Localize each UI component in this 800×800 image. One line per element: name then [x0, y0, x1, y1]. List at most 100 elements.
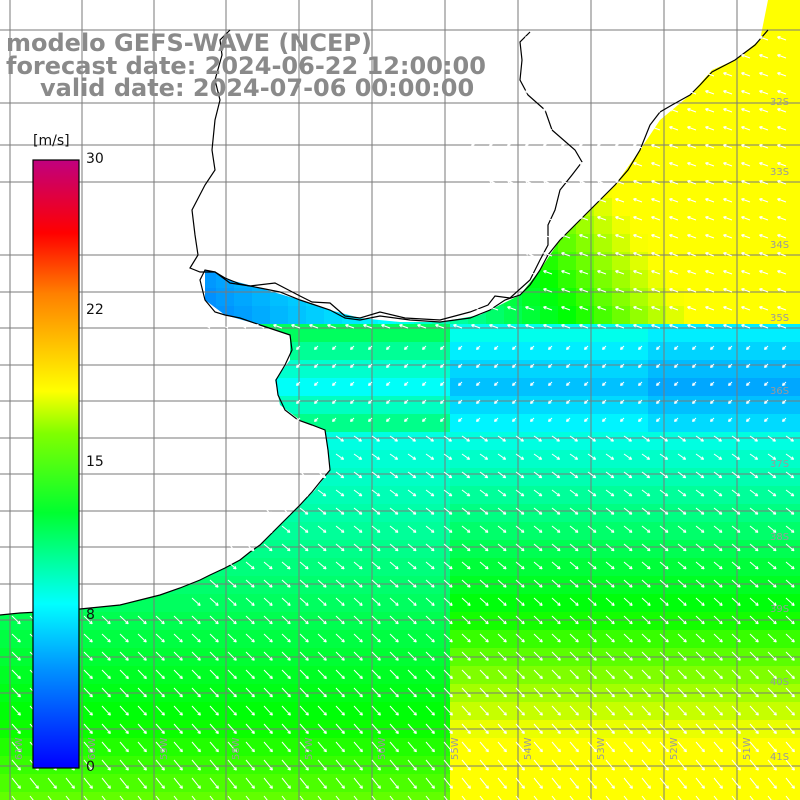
wind-arrow-head	[556, 549, 561, 552]
sea-cell	[684, 558, 703, 577]
wind-arrow	[659, 525, 669, 533]
wind-arrow-head	[286, 549, 291, 552]
wind-arrow	[561, 72, 571, 77]
wind-arrow	[777, 72, 787, 77]
sea-cell	[666, 306, 685, 325]
sea-cell	[720, 774, 739, 793]
wind-arrow	[651, 126, 661, 131]
wind-arrow-head	[574, 476, 578, 479]
sea-cell	[162, 666, 181, 685]
sea-cell	[792, 90, 800, 109]
sea-cell	[306, 342, 325, 361]
wind-arrow	[767, 507, 777, 515]
wind-arrow	[561, 126, 571, 131]
wind-arrow-head	[791, 604, 795, 606]
sea-cell	[738, 702, 757, 721]
sea-cell	[756, 306, 775, 325]
sea-cell	[792, 36, 800, 55]
sea-cell	[630, 738, 649, 757]
wind-arrow	[651, 198, 661, 203]
wind-arrow	[651, 252, 661, 257]
wind-arrow	[705, 108, 715, 113]
sea-cell	[756, 72, 775, 91]
wind-arrow	[723, 162, 733, 167]
sea-cell	[648, 540, 667, 559]
sea-cell	[396, 324, 415, 343]
sea-cell	[576, 468, 595, 487]
wind-arrow	[669, 180, 679, 185]
wind-arrow-head	[376, 476, 380, 479]
wind-arrow	[695, 507, 705, 515]
coastline	[0, 29, 769, 616]
sea-cell	[756, 216, 775, 235]
sea-cell	[702, 414, 721, 433]
wind-arrow	[705, 126, 715, 131]
sea-cell	[684, 702, 703, 721]
sea-cell	[576, 594, 595, 613]
wind-arrow-head	[710, 364, 712, 368]
wind-arrow	[525, 126, 535, 131]
sea-cell	[342, 468, 361, 487]
sea-cell	[702, 486, 721, 505]
sea-cell	[432, 324, 451, 343]
sea-cell	[468, 576, 487, 595]
wind-arrow	[579, 216, 589, 221]
sea-cell	[504, 612, 523, 631]
sea-cell	[468, 792, 487, 800]
wind-arrow-head	[629, 604, 633, 606]
wind-arrow-head	[494, 400, 496, 404]
wind-arrow-head	[521, 567, 525, 570]
wind-arrow	[759, 180, 769, 185]
wind-arrow	[759, 234, 769, 239]
sea-cell	[666, 216, 685, 235]
wind-arrow	[615, 180, 625, 185]
sea-cell	[396, 450, 415, 469]
sea-cell	[576, 522, 595, 541]
wind-arrow	[479, 507, 489, 515]
sea-cell	[558, 360, 577, 379]
wind-arrow	[687, 90, 697, 95]
sea-cell	[630, 288, 649, 307]
sea-cell	[378, 738, 397, 757]
sea-cell	[738, 540, 757, 559]
sea-cell	[792, 108, 800, 127]
wind-arrow-head	[592, 476, 596, 479]
wind-arrow	[533, 435, 542, 442]
wind-arrow-head	[476, 418, 478, 422]
wind-arrow	[579, 144, 589, 149]
sea-cell	[756, 486, 775, 505]
wind-arrow	[335, 507, 345, 515]
sea-cell	[666, 126, 685, 145]
sea-cell	[468, 558, 487, 577]
wind-arrow-head	[476, 400, 478, 404]
wind-arrow-head	[430, 531, 434, 533]
sea-cell	[792, 18, 800, 37]
sea-cell	[612, 414, 631, 433]
sea-cell	[702, 774, 721, 793]
sea-cell	[558, 324, 577, 343]
wind-arrow	[741, 72, 751, 77]
sea-cell	[594, 774, 613, 793]
sea-cell	[288, 738, 307, 757]
wind-arrow-head	[620, 382, 622, 386]
sea-cell	[612, 342, 631, 361]
wind-arrow	[317, 471, 326, 479]
wind-arrow	[615, 72, 625, 77]
wind-arrow	[597, 90, 607, 95]
sea-cell	[666, 792, 685, 800]
wind-arrow	[471, 90, 481, 95]
wind-arrow	[551, 507, 561, 515]
wind-arrow	[525, 216, 535, 221]
sea-cell	[360, 576, 379, 595]
sea-cell	[666, 198, 685, 217]
wind-arrow	[461, 435, 470, 442]
sea-cell	[738, 144, 757, 163]
sea-cell	[540, 378, 559, 397]
sea-cell	[630, 234, 649, 253]
sea-cell	[378, 774, 397, 793]
wind-arrow-head	[269, 567, 273, 570]
sea-cell	[270, 306, 289, 325]
sea-cell	[360, 396, 379, 415]
wind-arrow	[299, 507, 309, 515]
sea-cell	[558, 270, 577, 289]
